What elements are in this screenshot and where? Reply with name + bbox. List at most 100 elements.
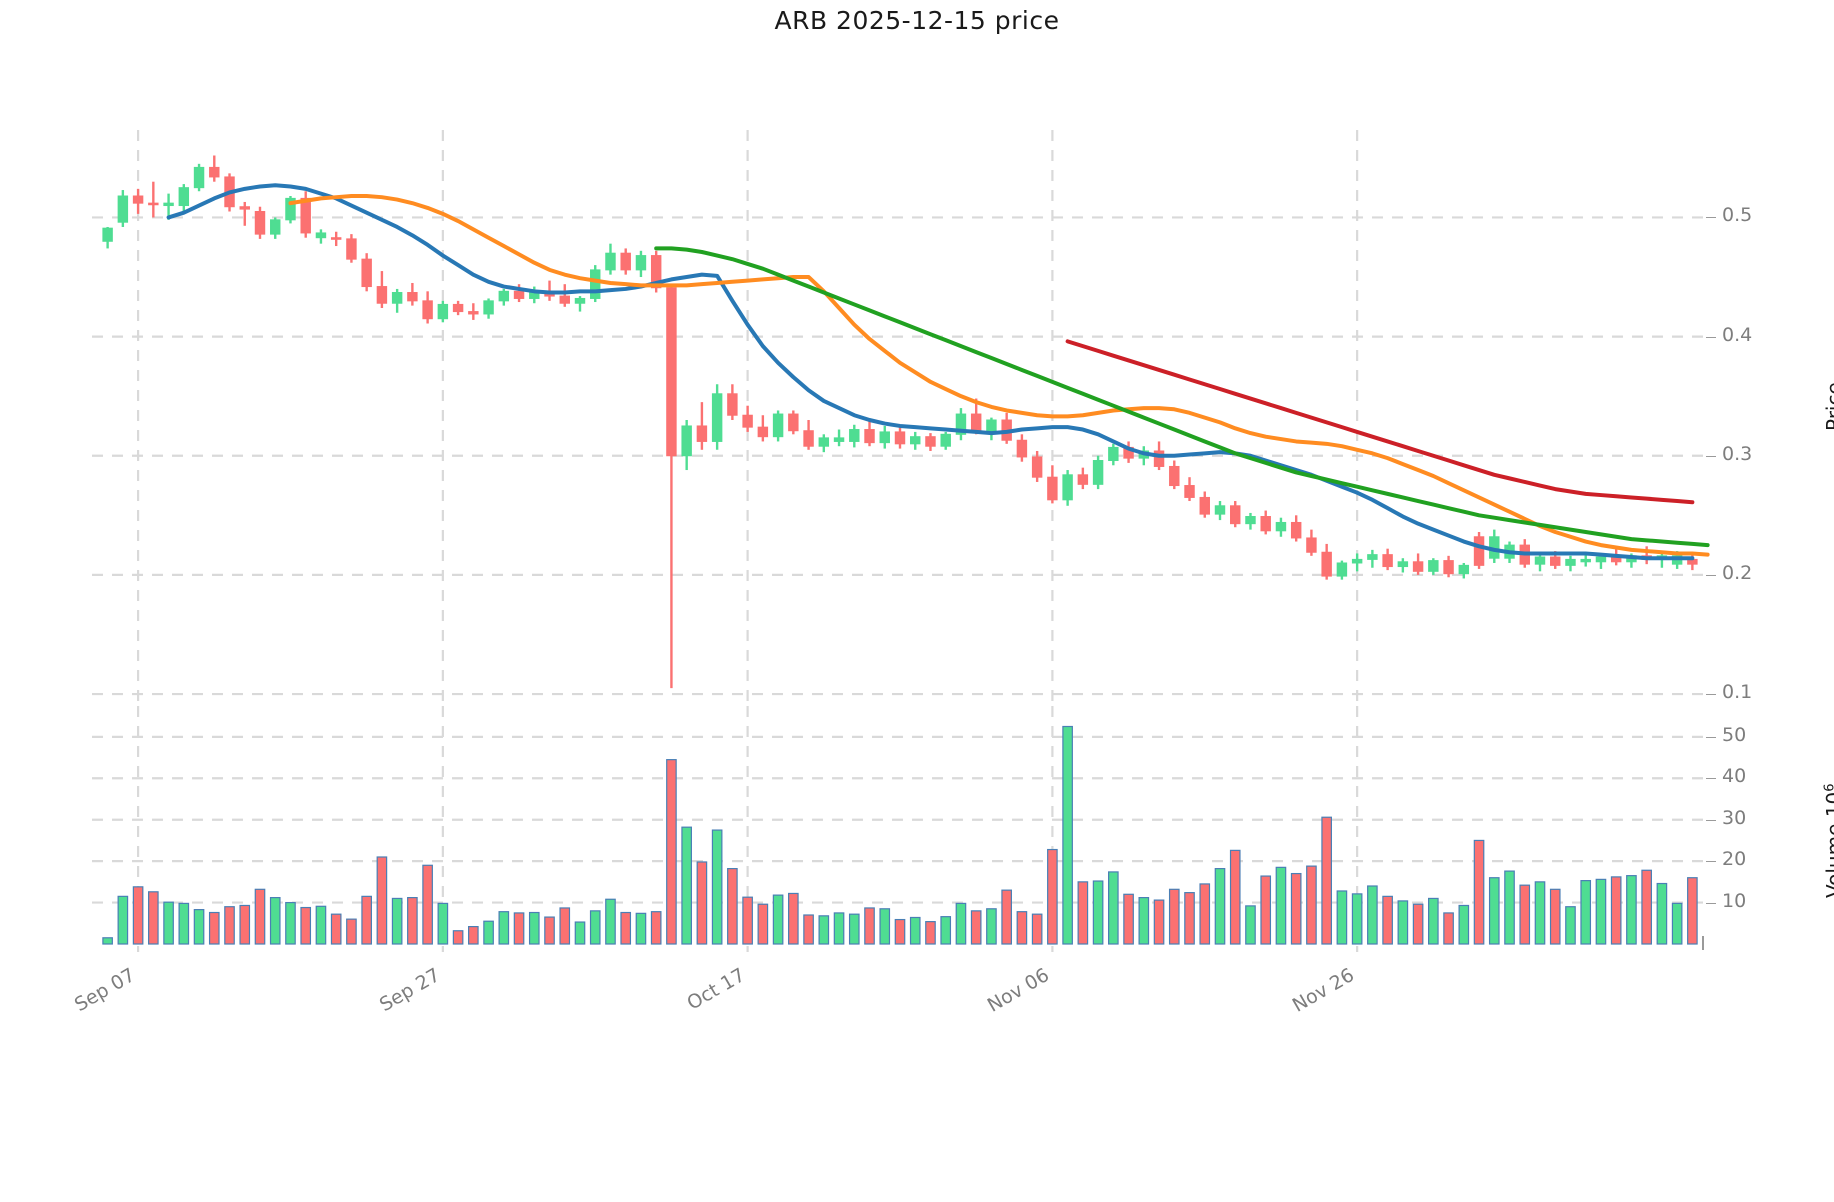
volume-bar [1077, 881, 1089, 945]
axis-spine-tick [1702, 936, 1704, 950]
volume-bar [483, 920, 494, 945]
volume-bar [132, 886, 144, 945]
candle [940, 431, 951, 450]
candle [849, 424, 860, 448]
candle [1458, 562, 1470, 579]
price-tick-label-1: 0.4 [1722, 323, 1753, 346]
candle [452, 300, 464, 316]
volume-bar [909, 916, 921, 945]
volume-bar [1367, 885, 1378, 945]
candle [346, 234, 357, 263]
volume-bar [681, 826, 692, 945]
volume-bar [1443, 912, 1454, 945]
volume-bar [269, 897, 281, 945]
volume-bar [178, 902, 190, 945]
candle [1031, 450, 1043, 482]
volume-bar [864, 907, 875, 945]
price-tick-label-0: 0.5 [1722, 204, 1753, 227]
volume-bar [391, 897, 403, 945]
candle [1321, 543, 1332, 580]
volume-bar [727, 868, 738, 945]
volume-bar [1473, 839, 1485, 945]
candle [422, 291, 433, 324]
candle [742, 405, 753, 432]
candle [833, 429, 845, 447]
volume-bar [635, 912, 647, 945]
candle [102, 226, 113, 249]
volume-bar [696, 861, 708, 945]
candle [239, 201, 250, 226]
y-tick-mark [1706, 736, 1716, 738]
candle [803, 420, 814, 450]
volume-bar [1488, 877, 1500, 945]
candle [1489, 529, 1500, 563]
volume-bar [1184, 892, 1195, 945]
volume-bar [1016, 911, 1028, 945]
volume-bar [285, 901, 296, 945]
volume-bar [1092, 880, 1104, 945]
volume-bar [605, 898, 616, 945]
volume-bar [650, 911, 662, 945]
candle [955, 408, 967, 441]
volume-bar [788, 892, 799, 945]
volume-bar [1428, 897, 1439, 945]
candle [590, 265, 601, 303]
candle [1016, 434, 1028, 462]
candle [1382, 548, 1393, 571]
volume-bar [361, 895, 372, 945]
volume-bar [1504, 870, 1515, 945]
volume-bar [1687, 877, 1698, 945]
volume-bar [1168, 888, 1180, 945]
volume-bar [1260, 875, 1272, 945]
volume-bar [1290, 872, 1302, 945]
price-candlestick-svg [92, 130, 1710, 708]
volume-bar [620, 911, 632, 945]
volume-bar [1138, 897, 1150, 945]
candle [315, 229, 327, 244]
candle [788, 410, 799, 435]
volume-bar [803, 914, 814, 945]
volume-bar [879, 908, 891, 945]
candle [300, 191, 311, 238]
ma-line-ma-mid [288, 194, 1710, 557]
volume-bar [1412, 903, 1424, 945]
volume-bar [254, 888, 266, 945]
volume-tick-label-1: 40 [1722, 765, 1747, 788]
candle [1397, 558, 1409, 573]
volume-bar [452, 930, 464, 945]
volume-bar [148, 891, 159, 945]
candle [1351, 553, 1363, 572]
candle [879, 425, 890, 449]
volume-tick-label-4: 10 [1722, 889, 1747, 912]
y-tick-mark [1706, 217, 1716, 219]
volume-axis-title-text: Volume 10 [1822, 791, 1834, 898]
volume-bar [208, 911, 220, 945]
volume-bar [1123, 893, 1134, 945]
volume-bar [940, 916, 952, 945]
candle [1473, 532, 1485, 569]
volume-bar [102, 937, 113, 945]
x-tick-label-0: Sep 07 [70, 964, 140, 1017]
candle [1275, 517, 1287, 537]
x-tick-label-4: Nov 26 [1288, 964, 1359, 1017]
volume-bar [1671, 902, 1683, 945]
volume-tick-label-3: 20 [1722, 848, 1747, 871]
candle [468, 303, 479, 320]
candle [376, 271, 388, 308]
volume-bar [818, 915, 830, 945]
x-tick-label-2: Oct 17 [682, 964, 749, 1015]
volume-bar [574, 921, 586, 945]
candle [1412, 553, 1424, 575]
volume-bar [346, 918, 357, 945]
volume-bar [1153, 899, 1165, 945]
volume-bar [544, 916, 555, 945]
volume-bar [1549, 888, 1561, 945]
ma-line-ma-xlong [1065, 339, 1695, 505]
candle [1047, 465, 1058, 504]
price-tick-label-3: 0.2 [1722, 561, 1753, 584]
candle [483, 298, 494, 319]
candle [330, 231, 342, 247]
candle [178, 184, 190, 212]
candle [1443, 555, 1454, 578]
volume-bar [1214, 868, 1226, 945]
